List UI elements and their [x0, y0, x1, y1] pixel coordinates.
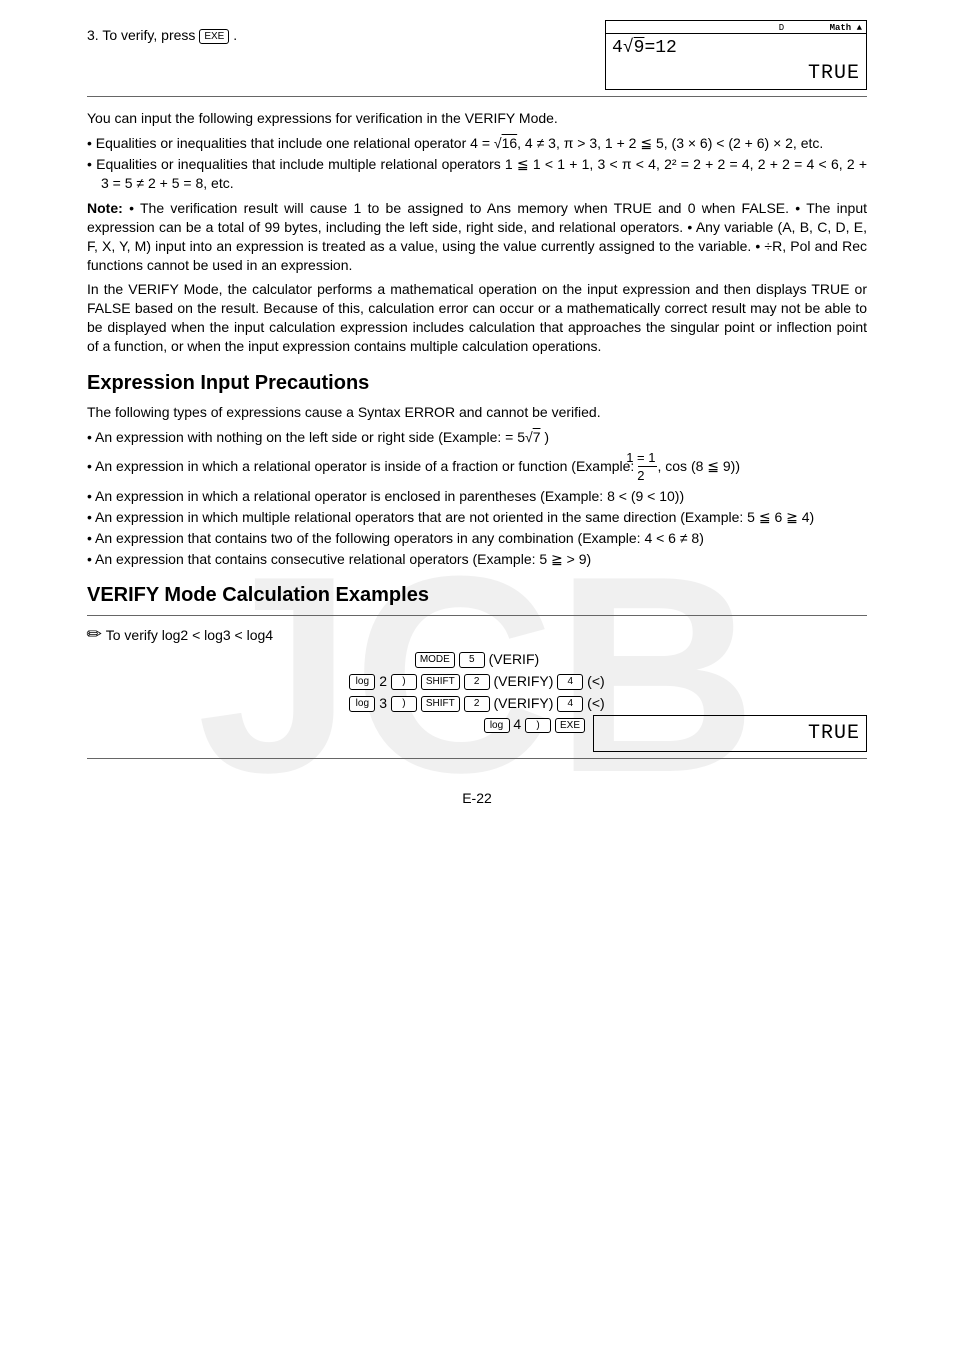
line4-keys: log 4 ) EXE — [87, 715, 593, 734]
prec-bullet-2: An expression in which a relational oper… — [87, 449, 867, 485]
lcd-radicand: 9 — [634, 38, 645, 58]
prec-bullet-4: An expression in which multiple relation… — [87, 508, 867, 527]
shift-key: SHIFT — [421, 674, 460, 690]
verify-para: In the VERIFY Mode, the calculator perfo… — [87, 280, 867, 356]
l3m2: (VERIFY) — [490, 695, 558, 711]
prec-bullet-6: An expression that contains consecutive … — [87, 550, 867, 569]
exe-key: EXE — [199, 29, 229, 45]
l3m1: 3 — [375, 695, 391, 711]
page-number: E-22 — [87, 789, 867, 808]
verify-period: . — [233, 27, 237, 43]
equality-bullets: Equalities or inequalities that include … — [87, 134, 867, 193]
eq-bullet-1: Equalities or inequalities that include … — [87, 134, 867, 153]
l2m2: (VERIFY) — [490, 673, 558, 689]
precaution-bullets: An expression with nothing on the left s… — [87, 428, 867, 569]
eq-bullet-2: Equalities or inequalities that include … — [87, 155, 867, 193]
log-key: log — [349, 696, 375, 712]
lcd-result: TRUE — [612, 60, 860, 87]
intro-para: You can input the following expressions … — [87, 109, 867, 128]
key-4: 4 — [557, 696, 583, 712]
note-label: Note: — [87, 200, 123, 216]
example-title: To verify log2 < log3 < log4 — [106, 627, 273, 643]
status-d: D — [779, 23, 784, 33]
log-key: log — [484, 718, 510, 734]
example-line4: log 4 ) EXE TRUE — [87, 715, 867, 752]
example-line1: MODE 5 (VERIF) — [87, 650, 867, 669]
lcd-display: D Math ▲ 4√9=12 TRUE — [605, 20, 867, 90]
fraction: 1 = 12 — [638, 449, 657, 485]
prec-bullet-1: An expression with nothing on the left s… — [87, 428, 867, 447]
paren-key: ) — [525, 718, 551, 734]
example-line3: log 3 ) SHIFT 2 (VERIFY) 4 (<) — [87, 694, 867, 713]
key-2: 2 — [464, 696, 490, 712]
top-row: 3. To verify, press EXE . D Math ▲ 4√9=1… — [87, 20, 867, 97]
lcd-statusbar: D Math ▲ — [606, 21, 866, 34]
eq1a: Equalities or inequalities that include … — [96, 135, 494, 151]
example-box: ✎ To verify log2 < log3 < log4 MODE 5 (V… — [87, 615, 867, 759]
precautions-intro: The following types of expressions cause… — [87, 403, 867, 422]
example-line2: log 2 ) SHIFT 2 (VERIFY) 4 (<) — [87, 672, 867, 691]
exe-key: EXE — [555, 718, 585, 734]
note-para: Note: • The verification result will cau… — [87, 199, 867, 275]
note-body: • The verification result will cause 1 t… — [87, 200, 867, 273]
l4m: 4 — [510, 716, 526, 732]
key-5: 5 — [459, 652, 485, 668]
lcd-line1: 4√9=12 — [612, 36, 860, 60]
lcd-prefix: 4 — [612, 38, 623, 58]
verify-instruction: 3. To verify, press EXE . — [87, 20, 605, 45]
precautions-heading: Expression Input Precautions — [87, 370, 867, 397]
paren-key: ) — [391, 674, 417, 690]
verify-text: 3. To verify, press — [87, 27, 199, 43]
l3s: (<) — [583, 695, 604, 711]
line1-suffix: (VERIF) — [489, 651, 540, 667]
frac-den: 2 — [638, 467, 657, 485]
examples-heading: VERIFY Mode Calculation Examples — [87, 582, 867, 609]
prec-bullet-5: An expression that contains two of the f… — [87, 529, 867, 548]
eq1rad: 16 — [502, 135, 518, 151]
l2m1: 2 — [375, 673, 391, 689]
eq1b: , 4 ≠ 3, π > 3, 1 + 2 ≦ 5, (3 × 6) < (2 … — [517, 135, 823, 151]
pencil-icon: ✎ — [81, 621, 109, 649]
p1b: ) — [540, 429, 549, 445]
frac-num: 1 = 1 — [638, 449, 657, 468]
mode-key: MODE — [415, 652, 455, 668]
p1a: An expression with nothing on the left s… — [95, 429, 525, 445]
status-math: Math ▲ — [830, 23, 862, 33]
log-key: log — [349, 674, 375, 690]
l2s: (<) — [583, 673, 604, 689]
paren-key: ) — [391, 696, 417, 712]
small-lcd: TRUE — [593, 715, 867, 752]
key-4: 4 — [557, 674, 583, 690]
lcd-suffix: =12 — [644, 38, 676, 58]
lcd-content: 4√9=12 TRUE — [606, 34, 866, 89]
prec-bullet-3: An expression in which a relational oper… — [87, 487, 867, 506]
shift-key: SHIFT — [421, 696, 460, 712]
key-2: 2 — [464, 674, 490, 690]
p2b: , cos (8 ≦ 9)) — [657, 458, 740, 474]
p2a: An expression in which a relational oper… — [95, 458, 638, 474]
example-title-row: ✎ To verify log2 < log3 < log4 — [87, 622, 867, 646]
